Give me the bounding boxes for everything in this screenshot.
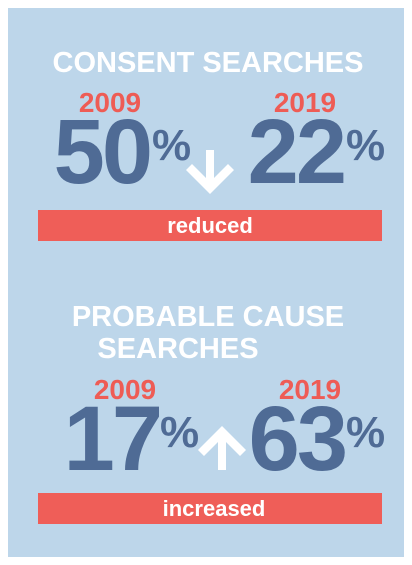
year: 2009 xyxy=(79,87,141,118)
up-arrow xyxy=(198,426,246,470)
percent-value: 50 xyxy=(54,101,150,203)
percent-sign: % xyxy=(346,408,385,457)
year: 2019 xyxy=(274,87,336,118)
year: 2019 xyxy=(279,374,341,405)
change-label: reduced xyxy=(167,213,253,238)
change-bar xyxy=(38,210,382,241)
year: 2009 xyxy=(94,374,156,405)
percent-value: 17 xyxy=(64,388,160,490)
percent-value: 63 xyxy=(249,388,345,490)
panel xyxy=(8,8,404,557)
down-arrow xyxy=(186,150,234,194)
section-title: SEARCHES xyxy=(97,333,258,365)
percent-sign: % xyxy=(346,121,385,170)
change-label: increased xyxy=(163,496,266,521)
percent-sign: % xyxy=(160,408,199,457)
section-title: PROBABLE CAUSE xyxy=(72,301,344,333)
percent-sign: % xyxy=(152,121,191,170)
change-bar xyxy=(38,493,382,524)
percent-value: 22 xyxy=(248,101,344,203)
section-title: CONSENT SEARCHES xyxy=(53,47,364,79)
